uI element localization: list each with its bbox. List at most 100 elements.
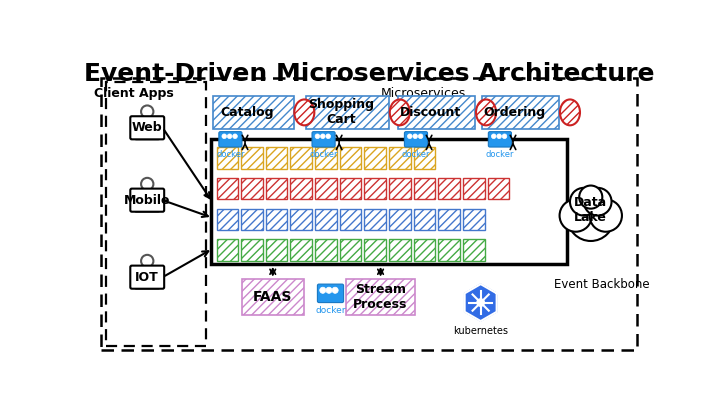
Bar <box>364 240 386 261</box>
Bar <box>315 178 337 200</box>
Circle shape <box>320 134 325 139</box>
FancyBboxPatch shape <box>488 132 511 147</box>
FancyBboxPatch shape <box>219 132 242 147</box>
Bar <box>315 208 337 230</box>
Bar <box>241 240 263 261</box>
Bar <box>340 208 361 230</box>
Bar <box>241 178 263 200</box>
Circle shape <box>228 134 232 139</box>
Text: Stream
Process: Stream Process <box>354 283 408 311</box>
Text: docker: docker <box>486 150 514 159</box>
Bar <box>217 208 238 230</box>
Bar <box>389 147 410 168</box>
Bar <box>306 96 389 128</box>
Bar <box>340 178 361 200</box>
Bar <box>414 208 435 230</box>
Bar <box>414 178 435 200</box>
Bar <box>266 147 287 168</box>
Bar <box>487 178 509 200</box>
Bar <box>212 96 294 128</box>
Polygon shape <box>464 284 497 321</box>
Text: Event Backbone: Event Backbone <box>554 278 649 291</box>
Text: Ordering: Ordering <box>483 106 546 119</box>
Bar <box>217 178 238 200</box>
Text: Catalog: Catalog <box>220 106 274 119</box>
Text: docker: docker <box>402 150 431 159</box>
Bar <box>463 208 485 230</box>
Circle shape <box>590 200 622 232</box>
Bar <box>389 240 410 261</box>
Bar <box>364 208 386 230</box>
Circle shape <box>320 287 326 293</box>
Circle shape <box>503 134 507 139</box>
Bar <box>241 147 263 168</box>
Circle shape <box>584 188 611 216</box>
Bar <box>482 96 559 128</box>
Text: Web: Web <box>132 121 163 134</box>
Circle shape <box>570 188 598 216</box>
Circle shape <box>413 134 418 139</box>
Circle shape <box>567 195 614 241</box>
Bar <box>101 78 637 350</box>
Text: docker: docker <box>310 150 338 159</box>
Circle shape <box>408 134 412 139</box>
Bar <box>463 240 485 261</box>
Bar <box>315 240 337 261</box>
Bar <box>340 147 361 168</box>
Bar <box>290 208 312 230</box>
Bar <box>389 208 410 230</box>
Text: Data
Lake: Data Lake <box>574 196 608 224</box>
Ellipse shape <box>560 99 580 125</box>
Bar <box>290 178 312 200</box>
Bar <box>290 240 312 261</box>
FancyBboxPatch shape <box>130 265 164 289</box>
Ellipse shape <box>476 99 496 125</box>
Bar <box>315 147 337 168</box>
Bar <box>414 147 435 168</box>
Bar <box>398 96 475 128</box>
FancyBboxPatch shape <box>405 132 428 147</box>
FancyBboxPatch shape <box>130 189 164 212</box>
Bar <box>438 208 460 230</box>
Bar <box>438 240 460 261</box>
Text: Client Apps: Client Apps <box>94 87 174 100</box>
Ellipse shape <box>390 99 410 125</box>
FancyBboxPatch shape <box>318 284 343 303</box>
Bar <box>346 280 415 315</box>
Circle shape <box>418 134 423 139</box>
Circle shape <box>222 134 227 139</box>
Text: Shopping
Cart: Shopping Cart <box>307 99 374 126</box>
Bar <box>217 147 238 168</box>
Text: docker: docker <box>315 306 346 315</box>
Circle shape <box>326 134 330 139</box>
Circle shape <box>332 287 338 293</box>
Text: Microservices: Microservices <box>380 87 466 100</box>
Text: Event-Driven Microservices Architecture: Event-Driven Microservices Architecture <box>84 62 654 86</box>
Bar <box>266 178 287 200</box>
Bar <box>364 178 386 200</box>
Bar <box>106 82 206 346</box>
FancyBboxPatch shape <box>130 116 164 139</box>
Text: Mobile: Mobile <box>124 194 171 207</box>
Bar <box>266 208 287 230</box>
Text: Discount: Discount <box>400 106 462 119</box>
Circle shape <box>559 200 592 232</box>
Circle shape <box>315 134 320 139</box>
Bar <box>340 240 361 261</box>
Text: FAAS: FAAS <box>253 290 292 304</box>
Circle shape <box>477 299 485 306</box>
Bar <box>438 178 460 200</box>
Bar <box>463 178 485 200</box>
Circle shape <box>326 287 332 293</box>
Circle shape <box>579 185 603 208</box>
Text: IOT: IOT <box>135 271 159 284</box>
Circle shape <box>492 134 496 139</box>
Bar <box>364 147 386 168</box>
Text: docker: docker <box>216 150 245 159</box>
Bar <box>290 147 312 168</box>
Bar <box>266 240 287 261</box>
Bar <box>241 208 263 230</box>
Bar <box>217 240 238 261</box>
Circle shape <box>497 134 501 139</box>
Bar <box>389 178 410 200</box>
